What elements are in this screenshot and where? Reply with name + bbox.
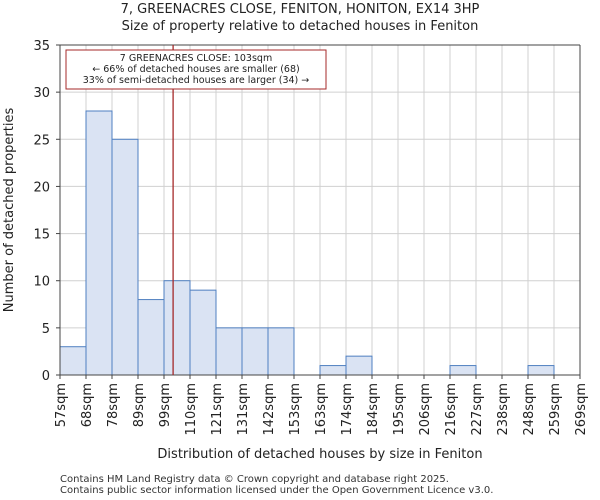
histogram-bar-89sqm	[137, 299, 165, 376]
histogram-bar-78sqm	[111, 138, 139, 376]
chart-title-line2: Size of property relative to detached ho…	[121, 19, 479, 34]
x-tick-label: 131sqm	[236, 383, 251, 436]
histogram-bar-110sqm	[189, 289, 217, 376]
x-tick-label: 163sqm	[314, 383, 329, 436]
histogram-bar-121sqm	[215, 327, 243, 376]
x-tick-label: 184sqm	[366, 383, 381, 436]
histogram-bar-68sqm	[85, 110, 113, 376]
histogram-bar-163sqm	[319, 365, 347, 376]
footer-copyright: Contains HM Land Registry data © Crown c…	[60, 474, 449, 485]
histogram-bar-99sqm	[163, 280, 191, 376]
x-tick-label: 57sqm	[54, 383, 69, 427]
x-tick-label: 68sqm	[80, 383, 95, 427]
y-tick-label: 35	[33, 39, 50, 54]
x-tick-label: 121sqm	[210, 383, 225, 436]
x-tick-label: 99sqm	[158, 383, 173, 427]
x-tick-label: 174sqm	[340, 383, 355, 436]
histogram-bar-142sqm	[267, 327, 295, 376]
y-tick-label: 20	[33, 180, 50, 195]
y-axis-title: Number of detached properties	[2, 108, 17, 313]
x-tick-label: 78sqm	[106, 383, 121, 427]
x-tick-label: 259sqm	[548, 383, 563, 436]
annotation-line-3: 33% of semi-detached houses are larger (…	[83, 75, 310, 86]
footer-licence: Contains public sector information licen…	[60, 485, 494, 496]
x-tick-label: 206sqm	[418, 383, 433, 436]
chart-title-line1: 7, GREENACRES CLOSE, FENITON, HONITON, E…	[120, 2, 480, 17]
x-tick-label: 142sqm	[262, 383, 277, 436]
histogram-bar-174sqm	[345, 355, 373, 376]
x-tick-label: 216sqm	[444, 383, 459, 436]
x-axis-title: Distribution of detached houses by size …	[157, 447, 482, 462]
x-tick-label: 195sqm	[392, 383, 407, 436]
x-tick-label: 89sqm	[132, 383, 147, 427]
y-tick-label: 15	[33, 228, 50, 243]
y-tick-label: 5	[42, 322, 50, 337]
x-tick-label: 248sqm	[522, 383, 537, 436]
annotation-box	[65, 49, 327, 90]
y-tick-label: 30	[33, 86, 50, 101]
x-tick-label: 227sqm	[470, 383, 485, 436]
histogram-bar-57sqm	[59, 346, 87, 376]
x-tick-label: 238sqm	[496, 383, 511, 436]
x-tick-label: 269sqm	[574, 383, 589, 436]
x-tick-label: 110sqm	[184, 383, 199, 436]
y-tick-label: 0	[42, 369, 50, 384]
annotation-line-2: ← 66% of detached houses are smaller (68…	[92, 64, 299, 75]
annotation-line-1: 7 GREENACRES CLOSE: 103sqm	[120, 53, 272, 64]
y-tick-label: 10	[33, 275, 50, 290]
y-tick-label: 25	[33, 133, 50, 148]
histogram-bar-131sqm	[241, 327, 269, 376]
x-tick-label: 153sqm	[288, 383, 303, 436]
histogram-bar-216sqm	[449, 365, 477, 376]
histogram-bar-248sqm	[527, 365, 555, 376]
